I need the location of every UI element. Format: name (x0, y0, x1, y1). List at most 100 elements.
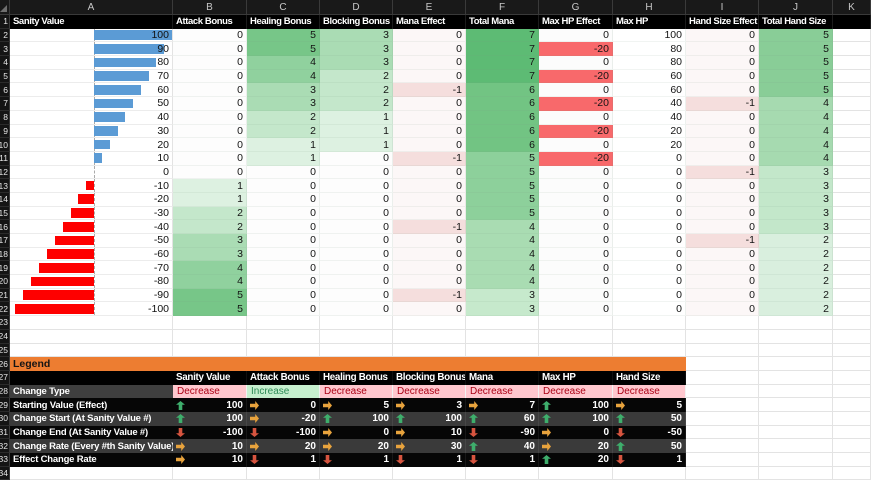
row-header-32[interactable]: 32 (0, 439, 10, 453)
row-header-11[interactable]: 11 (0, 151, 10, 166)
legend-value-cell[interactable]: -20 (247, 411, 320, 426)
cell-F3[interactable]: 7 (466, 42, 539, 57)
legend-value-cell[interactable]: 1 (320, 453, 393, 467)
cell-D7[interactable]: 2 (320, 97, 393, 111)
cell-G24[interactable] (539, 329, 613, 344)
cell-I29[interactable] (686, 398, 759, 412)
cell-G21[interactable]: 0 (539, 288, 613, 303)
cell-E11[interactable]: -1 (393, 151, 466, 166)
cell-E19[interactable]: 0 (393, 261, 466, 276)
cell-B13[interactable]: 1 (173, 179, 247, 193)
cell-F4[interactable]: 7 (466, 56, 539, 70)
cell-C2[interactable]: 5 (247, 28, 320, 43)
cell-G5[interactable]: -20 (539, 69, 613, 84)
cell-K19[interactable] (833, 261, 871, 276)
cell-A8[interactable]: 40 (10, 110, 173, 125)
legend-value-cell[interactable]: -100 (173, 425, 247, 440)
cell-A10[interactable]: 20 (10, 138, 173, 152)
cell-K5[interactable] (833, 69, 871, 84)
legend-value-cell[interactable]: 7 (466, 398, 539, 412)
cell-C19[interactable]: 0 (247, 261, 320, 276)
cell-D20[interactable]: 0 (320, 275, 393, 289)
cell-E15[interactable]: 0 (393, 206, 466, 221)
row-header-19[interactable]: 19 (0, 261, 10, 276)
cell-F22[interactable]: 3 (466, 302, 539, 317)
cell-I8[interactable]: 0 (686, 110, 759, 125)
cell-H20[interactable]: 0 (613, 275, 686, 289)
cell-H9[interactable]: 20 (613, 124, 686, 139)
cell-G15[interactable]: 0 (539, 206, 613, 221)
legend-value-cell[interactable]: 40 (466, 439, 539, 453)
cell-C17[interactable]: 0 (247, 234, 320, 248)
row-header-1[interactable]: 1 (0, 15, 10, 29)
cell-D8[interactable]: 1 (320, 110, 393, 125)
cell-K16[interactable] (833, 220, 871, 234)
cell-B24[interactable] (173, 329, 247, 344)
cell-F10[interactable]: 6 (466, 138, 539, 152)
cell-F11[interactable]: 5 (466, 151, 539, 166)
cell-A19[interactable]: -70 (10, 261, 173, 276)
cell-D34[interactable] (320, 466, 393, 480)
cell-F5[interactable]: 7 (466, 69, 539, 84)
legend-value-cell[interactable]: 0 (247, 398, 320, 412)
row-header-15[interactable]: 15 (0, 206, 10, 221)
cell-C24[interactable] (247, 329, 320, 344)
row-header-14[interactable]: 14 (0, 192, 10, 207)
change-type-bad[interactable]: Decrease (320, 384, 393, 399)
cell-E25[interactable] (393, 343, 466, 358)
cell-A24[interactable] (10, 329, 173, 344)
cell-C8[interactable]: 2 (247, 110, 320, 125)
cell-F8[interactable]: 6 (466, 110, 539, 125)
cell-D9[interactable]: 1 (320, 124, 393, 139)
cell-H4[interactable]: 80 (613, 56, 686, 70)
cell-J3[interactable]: 5 (759, 42, 833, 57)
cell-K23[interactable] (833, 316, 871, 330)
cell-C15[interactable]: 0 (247, 206, 320, 221)
cell-F7[interactable]: 6 (466, 97, 539, 111)
cell-I15[interactable]: 0 (686, 206, 759, 221)
cell-F20[interactable]: 4 (466, 275, 539, 289)
cell-B17[interactable]: 3 (173, 234, 247, 248)
row-header-18[interactable]: 18 (0, 247, 10, 262)
cell-F14[interactable]: 5 (466, 192, 539, 207)
change-type-bad[interactable]: Decrease (173, 384, 247, 399)
cell-F15[interactable]: 5 (466, 206, 539, 221)
cell-B2[interactable]: 0 (173, 28, 247, 43)
row-header-24[interactable]: 24 (0, 329, 10, 344)
column-header-G[interactable]: G (539, 0, 613, 14)
cell-D12[interactable]: 0 (320, 165, 393, 180)
row-header-22[interactable]: 22 (0, 302, 10, 317)
column-header-I[interactable]: I (686, 0, 759, 14)
row-header-6[interactable]: 6 (0, 83, 10, 98)
cell-J27[interactable] (759, 370, 833, 385)
cell-I31[interactable] (686, 425, 759, 440)
cell-E20[interactable]: 0 (393, 275, 466, 289)
cell-H34[interactable] (613, 466, 686, 480)
cell-I28[interactable] (686, 384, 759, 399)
legend-value-cell[interactable]: 0 (320, 425, 393, 440)
row-header-30[interactable]: 30 (0, 411, 10, 426)
field-header-H[interactable]: Max HP (613, 15, 686, 29)
cell-D23[interactable] (320, 316, 393, 330)
legend-value-cell[interactable]: -50 (613, 425, 686, 440)
cell-K11[interactable] (833, 151, 871, 166)
cell-K22[interactable] (833, 302, 871, 317)
cell-I27[interactable] (686, 370, 759, 385)
cell-G34[interactable] (539, 466, 613, 480)
cell-H18[interactable]: 0 (613, 247, 686, 262)
cell-E22[interactable]: 0 (393, 302, 466, 317)
cell-B11[interactable]: 0 (173, 151, 247, 166)
field-header-C[interactable]: Healing Bonus (247, 15, 320, 29)
cell-I19[interactable]: 0 (686, 261, 759, 276)
cell-G4[interactable]: 0 (539, 56, 613, 70)
cell-D15[interactable]: 0 (320, 206, 393, 221)
legend-value-cell[interactable]: 5 (320, 398, 393, 412)
cell-B16[interactable]: 2 (173, 220, 247, 234)
cell-A13[interactable]: -10 (10, 179, 173, 193)
cell-F21[interactable]: 3 (466, 288, 539, 303)
cell-K10[interactable] (833, 138, 871, 152)
cell-B3[interactable]: 0 (173, 42, 247, 57)
cell-H5[interactable]: 60 (613, 69, 686, 84)
column-header-J[interactable]: J (759, 0, 833, 14)
cell-J30[interactable] (759, 411, 833, 426)
